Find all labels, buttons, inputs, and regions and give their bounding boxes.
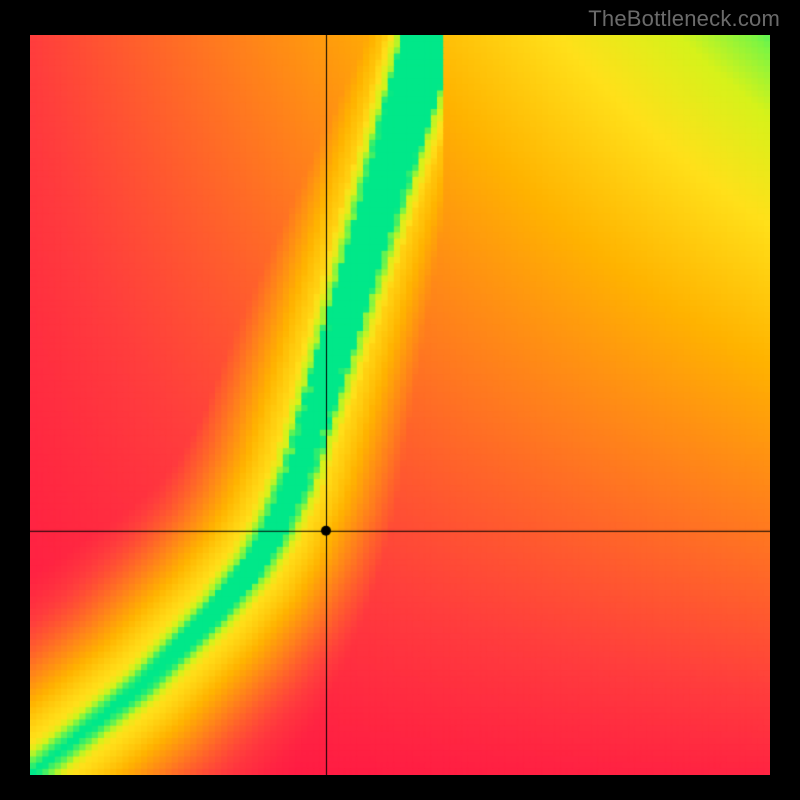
- watermark-text: TheBottleneck.com: [588, 6, 780, 32]
- bottleneck-heatmap: [30, 35, 770, 775]
- chart-container: TheBottleneck.com: [0, 0, 800, 800]
